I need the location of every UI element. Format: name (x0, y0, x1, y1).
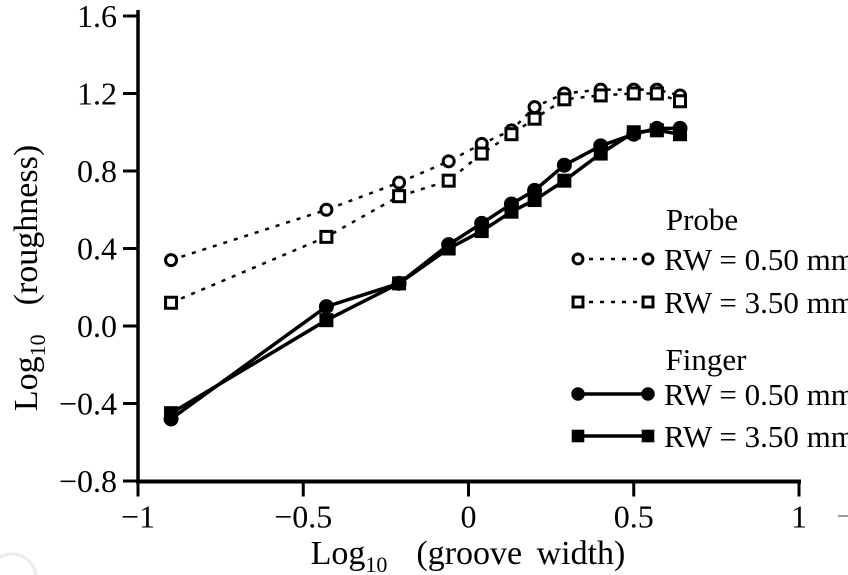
open-square-marker (571, 295, 585, 309)
open-square-marker (504, 127, 519, 142)
legend-item-probe-rw-350: RW = 3.50 mm (571, 285, 848, 320)
series-finger-rw-050 (163, 120, 688, 427)
legend-item-label: RW = 3.50 mm (664, 419, 848, 454)
filled-square-marker (441, 241, 456, 256)
series-finger-rw-350 (164, 123, 688, 421)
legend-item-finger-rw-350: RW = 3.50 mm (571, 419, 848, 454)
filled-square-marker (164, 406, 179, 421)
open-circle-marker (527, 100, 542, 115)
filled-square-marker (571, 429, 585, 443)
filled-square-marker (593, 146, 608, 161)
y-axis-title: Log10 (roughness) (8, 145, 50, 411)
x-axis-tick-label: 0 (461, 499, 477, 535)
legend-item-label: RW = 0.50 mm (664, 377, 848, 412)
filled-square-marker (392, 276, 407, 291)
open-circle-marker (392, 175, 407, 190)
x-axis-title: Log10 (groove width) (311, 535, 626, 575)
open-square-marker (626, 86, 641, 101)
x-axis-tick-label: 1 (791, 499, 807, 535)
y-axis-tick-label: 0.8 (77, 153, 117, 189)
open-circle-marker (641, 252, 655, 266)
legend-header-finger: Finger (666, 342, 748, 377)
series-line-probe-rw-350 (170, 92, 681, 304)
filled-square-marker (649, 123, 664, 138)
filled-square-marker (527, 193, 542, 208)
open-square-marker (649, 86, 664, 101)
legend-header-probe: Probe (666, 202, 738, 237)
filled-square-marker (626, 125, 641, 140)
open-square-marker (527, 111, 542, 126)
open-square-marker (557, 92, 572, 107)
open-circle-marker (441, 154, 456, 169)
y-axis-tick-label: 1.2 (77, 76, 117, 112)
filled-square-marker (557, 173, 572, 188)
y-axis-tick-label: 0.4 (77, 231, 117, 267)
open-circle-marker (319, 202, 334, 217)
x-axis-tick-label: −0.5 (274, 499, 332, 535)
series-line-probe-rw-050 (170, 88, 681, 262)
filled-circle-marker (318, 299, 334, 315)
open-square-marker (474, 146, 489, 161)
legend-item-label: RW = 0.50 mm (664, 242, 848, 277)
series-line-finger-rw-350 (170, 128, 681, 415)
series-line-finger-rw-050 (169, 126, 680, 421)
filled-circle-marker (556, 157, 572, 173)
x-axis-tick-label: −1 (121, 499, 155, 535)
y-axis-tick-label: 0.0 (77, 308, 117, 344)
filled-circle-marker (571, 387, 585, 401)
filled-square-marker (319, 313, 334, 328)
legend-item-label: RW = 3.50 mm (664, 285, 848, 320)
open-square-marker (319, 229, 334, 244)
open-square-marker (593, 88, 608, 103)
open-square-marker (441, 173, 456, 188)
legend-item-finger-rw-050: RW = 0.50 mm (571, 377, 848, 412)
series-probe-rw-350 (164, 86, 688, 310)
open-square-marker (164, 295, 179, 310)
legend-item-probe-rw-050: RW = 0.50 mm (571, 242, 848, 277)
crop-artifact-bottom-left-arc (0, 552, 38, 575)
filled-square-marker (474, 224, 489, 239)
y-axis-tick-label: −0.8 (59, 463, 117, 499)
y-axis-tick-label: 1.6 (77, 0, 117, 34)
open-circle-marker (164, 253, 179, 268)
y-axis-tick-label: −0.4 (59, 386, 117, 422)
x-axis-tick-label: 0.5 (614, 499, 654, 535)
filled-square-marker (673, 127, 688, 142)
series-probe-rw-050 (164, 82, 688, 268)
open-square-marker (673, 94, 688, 109)
open-circle-marker (571, 252, 585, 266)
open-square-marker (392, 189, 407, 204)
filled-circle-marker (641, 387, 655, 401)
filled-square-marker (504, 204, 519, 219)
filled-square-marker (641, 429, 655, 443)
open-square-marker (641, 295, 655, 309)
